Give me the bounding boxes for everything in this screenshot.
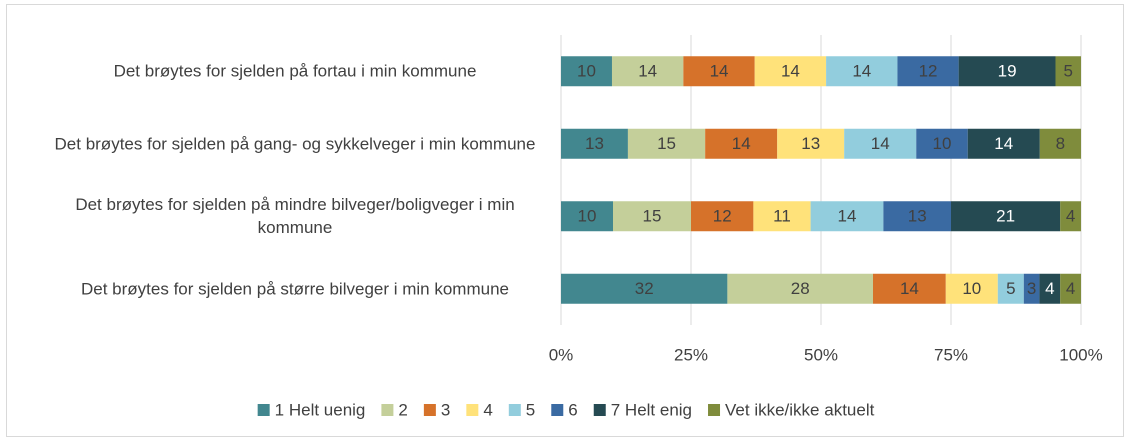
bar-segment xyxy=(945,273,998,304)
data-label: 14 xyxy=(871,134,890,153)
bar-segment xyxy=(1039,273,1061,304)
data-label: 10 xyxy=(933,134,952,153)
legend-label: 5 xyxy=(526,400,535,419)
legend-swatch xyxy=(593,404,606,416)
data-label: 13 xyxy=(908,207,927,226)
bar-segment xyxy=(873,273,946,304)
x-tick-label: 50% xyxy=(804,345,838,364)
bar-segment xyxy=(951,201,1061,232)
data-label: 5 xyxy=(1006,279,1015,298)
bar-segment xyxy=(916,128,968,159)
bar-segment xyxy=(727,273,873,304)
legend-label: 4 xyxy=(483,400,492,419)
data-label: 14 xyxy=(638,62,657,81)
data-label: 10 xyxy=(577,62,596,81)
data-label: 28 xyxy=(791,279,810,298)
bar-segment xyxy=(883,201,951,232)
bar-segment xyxy=(997,273,1024,304)
bar-segment xyxy=(1060,273,1081,304)
legend-swatch xyxy=(381,404,394,416)
bar-segment xyxy=(754,56,827,87)
x-tick-label: 0% xyxy=(549,345,574,364)
bar-segment xyxy=(683,56,755,87)
bar-segment xyxy=(826,56,898,87)
bar-segment xyxy=(613,201,691,232)
data-label: 14 xyxy=(781,62,800,81)
data-label: 14 xyxy=(994,134,1013,153)
bar-segment xyxy=(1055,56,1081,87)
bar-segment xyxy=(1060,201,1081,232)
data-label: 32 xyxy=(635,279,654,298)
data-label: 13 xyxy=(585,134,604,153)
data-label: 8 xyxy=(1056,134,1065,153)
legend-label: 6 xyxy=(568,400,577,419)
category-label: Det brøytes for sjelden på gang- og sykk… xyxy=(54,134,536,154)
legend-swatch xyxy=(551,404,564,416)
data-label: 5 xyxy=(1064,62,1073,81)
bar-segment xyxy=(777,128,845,159)
bar-segment xyxy=(897,56,959,87)
legend: 1 Helt uenig 2 3 4 5 6 7 Helt enig Vet ikke/ikk… xyxy=(257,400,875,419)
data-label: 10 xyxy=(962,279,981,298)
bar-segment xyxy=(1023,273,1040,304)
data-label: 14 xyxy=(838,207,857,226)
data-label: 14 xyxy=(710,62,729,81)
legend-label: Vet ikke/ikke aktuelt xyxy=(725,400,875,419)
legend-swatch xyxy=(508,404,521,416)
legend-label: 7 Helt enig xyxy=(611,400,692,419)
bar-segment xyxy=(611,56,684,87)
data-label: 15 xyxy=(657,134,676,153)
data-label: 4 xyxy=(1066,207,1075,226)
legend-label: 3 xyxy=(441,400,450,419)
category-label: Det brøytes for sjelden på mindre bilveg… xyxy=(75,195,515,238)
data-label: 4 xyxy=(1066,279,1075,298)
data-label: 14 xyxy=(852,62,871,81)
legend-swatch xyxy=(708,404,721,416)
bar-segment xyxy=(705,128,778,159)
category-label: Det brøytes for sjelden på større bilveg… xyxy=(81,279,509,299)
legend-swatch xyxy=(257,404,270,416)
data-label: 3 xyxy=(1027,279,1036,298)
data-label: 13 xyxy=(801,134,820,153)
bar-segment xyxy=(958,56,1056,87)
bar-segment xyxy=(753,201,811,232)
data-label: 15 xyxy=(643,207,662,226)
x-tick-label: 100% xyxy=(1059,345,1102,364)
data-label: 4 xyxy=(1045,279,1054,298)
data-label: 12 xyxy=(713,207,732,226)
data-label: 21 xyxy=(996,207,1015,226)
data-label: 14 xyxy=(900,279,919,298)
legend-label: 1 Helt uenig xyxy=(275,400,366,419)
x-tick-label: 25% xyxy=(674,345,708,364)
legend-swatch xyxy=(466,404,479,416)
x-tick-label: 75% xyxy=(934,345,968,364)
bar-segment xyxy=(561,128,628,159)
data-label: 14 xyxy=(732,134,751,153)
bar-segment xyxy=(627,128,706,159)
bar-segment xyxy=(810,201,884,232)
bar-segment xyxy=(561,201,613,232)
bar-segment xyxy=(967,128,1040,159)
data-label: 11 xyxy=(773,207,791,226)
bar-segment xyxy=(561,273,728,304)
bar-segment xyxy=(844,128,917,159)
bar-segment xyxy=(1039,128,1081,159)
category-label: Det brøytes for sjelden på fortau i min … xyxy=(113,61,477,81)
data-label: 12 xyxy=(919,62,938,81)
legend-label: 2 xyxy=(398,400,407,419)
legend-swatch xyxy=(423,404,436,416)
bar-segment xyxy=(691,201,754,232)
data-label: 19 xyxy=(998,62,1017,81)
chart-border xyxy=(6,4,1124,437)
data-label: 10 xyxy=(578,207,597,226)
bar-segment xyxy=(561,56,612,87)
